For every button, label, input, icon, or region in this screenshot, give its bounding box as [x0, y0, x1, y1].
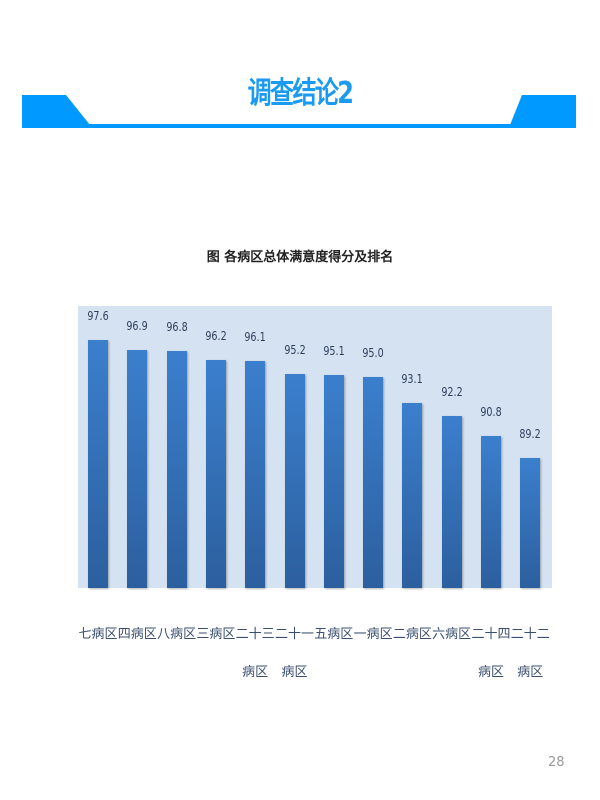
bar	[205, 359, 226, 588]
bar	[127, 349, 148, 588]
banner-right-block	[510, 95, 576, 125]
category-label: 二病区	[392, 627, 432, 642]
category-label: 八病区	[157, 627, 197, 642]
category-label: 二十二病区	[510, 627, 550, 680]
bar	[245, 360, 266, 588]
data-label: 92.2	[441, 384, 463, 399]
bar	[284, 373, 305, 588]
bar	[88, 339, 108, 588]
bar	[441, 415, 462, 588]
banner-line	[22, 124, 576, 128]
data-label: 96.1	[244, 329, 266, 344]
data-label: 95.1	[323, 344, 345, 359]
category-label: 六病区	[432, 627, 472, 642]
banner-left-block	[22, 95, 90, 125]
page-number: 28	[548, 755, 565, 770]
bar	[481, 435, 501, 588]
category-label: 一病区	[353, 627, 393, 642]
bar	[520, 458, 541, 588]
bar	[166, 351, 187, 588]
data-label: 96.8	[165, 320, 188, 335]
data-label: 95.0	[362, 345, 384, 360]
data-label: 96.9	[126, 318, 148, 333]
data-label: 95.2	[283, 342, 306, 357]
slide-title: 调查结论2	[247, 76, 354, 111]
data-label: 89.2	[519, 427, 541, 442]
plot-area	[78, 306, 552, 588]
data-label: 97.6	[87, 308, 109, 323]
bar	[323, 375, 344, 588]
data-label: 96.2	[205, 328, 227, 343]
bar	[363, 376, 384, 588]
category-label: 四病区	[117, 627, 157, 642]
data-label: 90.8	[480, 404, 502, 419]
category-label: 二十四病区	[471, 627, 511, 680]
category-label: 二十三病区	[235, 627, 275, 680]
bar	[402, 403, 423, 588]
title-banner	[22, 95, 576, 128]
chart-title: 图 各病区总体满意度得分及排名	[206, 250, 394, 265]
category-label: 五病区	[314, 627, 354, 642]
category-label: 三病区	[196, 627, 236, 642]
data-label: 93.1	[401, 372, 424, 387]
category-label: 二十一病区	[274, 627, 314, 680]
category-label: 七病区	[78, 627, 118, 642]
